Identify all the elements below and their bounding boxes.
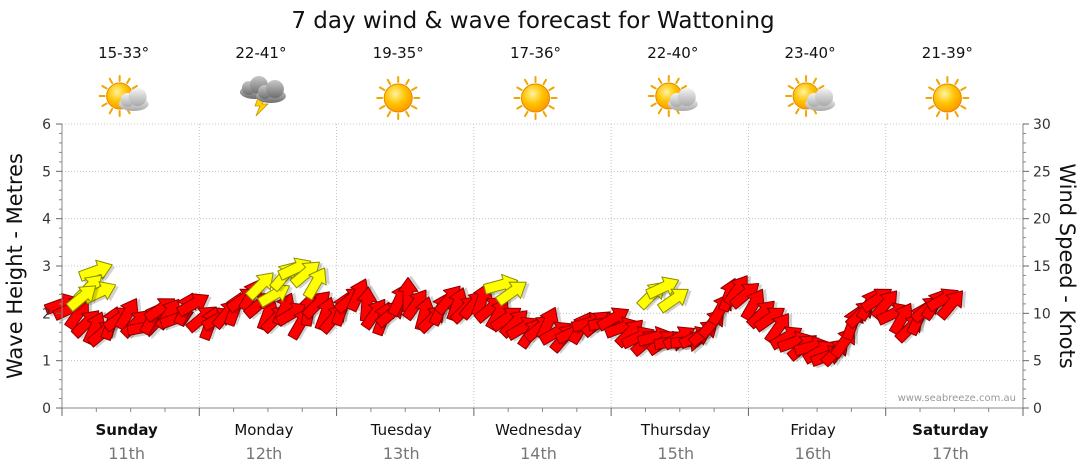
left-tick-label: 1 — [42, 354, 51, 370]
right-tick-label: 25 — [1033, 164, 1051, 180]
day-date: 17th — [932, 444, 969, 463]
grid-lines — [62, 123, 1023, 408]
partly-cloudy-icon — [647, 75, 698, 117]
wave-arrow — [245, 272, 277, 302]
wave-arrow — [302, 267, 330, 301]
day-date: 13th — [383, 444, 420, 463]
day-temperature: 19-35° — [373, 44, 424, 62]
right-axis-title: Wind Speed - Knots — [1055, 163, 1079, 368]
day-name: Wednesday — [495, 421, 582, 439]
day-name: Sunday — [95, 421, 158, 439]
right-tick-label: 30 — [1033, 117, 1051, 133]
day-temperature: 22-40° — [647, 44, 698, 62]
wave-arrow — [657, 288, 692, 315]
left-tick-label: 5 — [42, 164, 51, 180]
day-temperature: 22-41° — [235, 44, 286, 62]
day-name: Thursday — [640, 421, 711, 439]
plot-area — [43, 123, 1023, 408]
day-temperature: 15-33° — [98, 44, 149, 62]
right-axis: 0 5 10 15 20 25 30 — [1022, 117, 1051, 417]
wind-series — [43, 275, 967, 369]
wind-arrow — [356, 285, 381, 322]
left-tick-label: 4 — [42, 212, 51, 228]
right-tick-label: 20 — [1033, 212, 1051, 228]
left-tick-label: 6 — [42, 117, 51, 133]
day-temperature: 17-36° — [510, 44, 561, 62]
day-date: 14th — [520, 444, 557, 463]
wave-arrow — [495, 281, 530, 308]
wind-arrow — [936, 290, 967, 321]
right-tick-label: 15 — [1033, 259, 1051, 275]
thunderstorm-icon — [239, 76, 286, 117]
right-tick-label: 0 — [1033, 401, 1042, 417]
day-name: Friday — [790, 421, 836, 439]
sunny-icon — [376, 76, 421, 120]
day-date: 15th — [657, 444, 694, 463]
left-tick-label: 0 — [42, 401, 51, 417]
sunny-icon — [925, 76, 970, 120]
wave-arrow — [65, 285, 100, 313]
sunny-icon — [513, 76, 558, 120]
day-headers: 15-33° 22-41° 19-35° 17-36° 22-40° 23-40° 21-3… — [98, 44, 973, 120]
day-name: Saturday — [912, 421, 989, 439]
wind-arrow — [176, 293, 212, 319]
x-axis: Sunday 11th Monday 12th Tuesday 13th Wednesday… — [61, 407, 1024, 463]
day-date: 12th — [246, 444, 283, 463]
day-name: Tuesday — [370, 421, 432, 439]
partly-cloudy-icon — [98, 75, 149, 117]
left-axis: 0 1 2 3 4 5 6 — [42, 117, 63, 417]
day-date: 11th — [108, 444, 145, 463]
left-tick-label: 2 — [42, 306, 51, 322]
chart-title: 7 day wind & wave forecast for Wattoning — [291, 8, 774, 34]
partly-cloudy-icon — [785, 75, 836, 117]
right-tick-label: 5 — [1033, 354, 1042, 370]
left-axis-title: Wave Height - Metres — [3, 153, 27, 379]
day-date: 16th — [795, 444, 832, 463]
left-tick-label: 3 — [42, 259, 51, 275]
credit-text: www.seabreeze.com.au — [898, 393, 1016, 404]
day-temperature: 21-39° — [922, 44, 973, 62]
wave-series — [65, 257, 692, 315]
wave-arrow — [289, 261, 323, 289]
day-name: Monday — [234, 421, 293, 439]
day-temperature: 23-40° — [785, 44, 836, 62]
right-tick-label: 10 — [1033, 306, 1051, 322]
